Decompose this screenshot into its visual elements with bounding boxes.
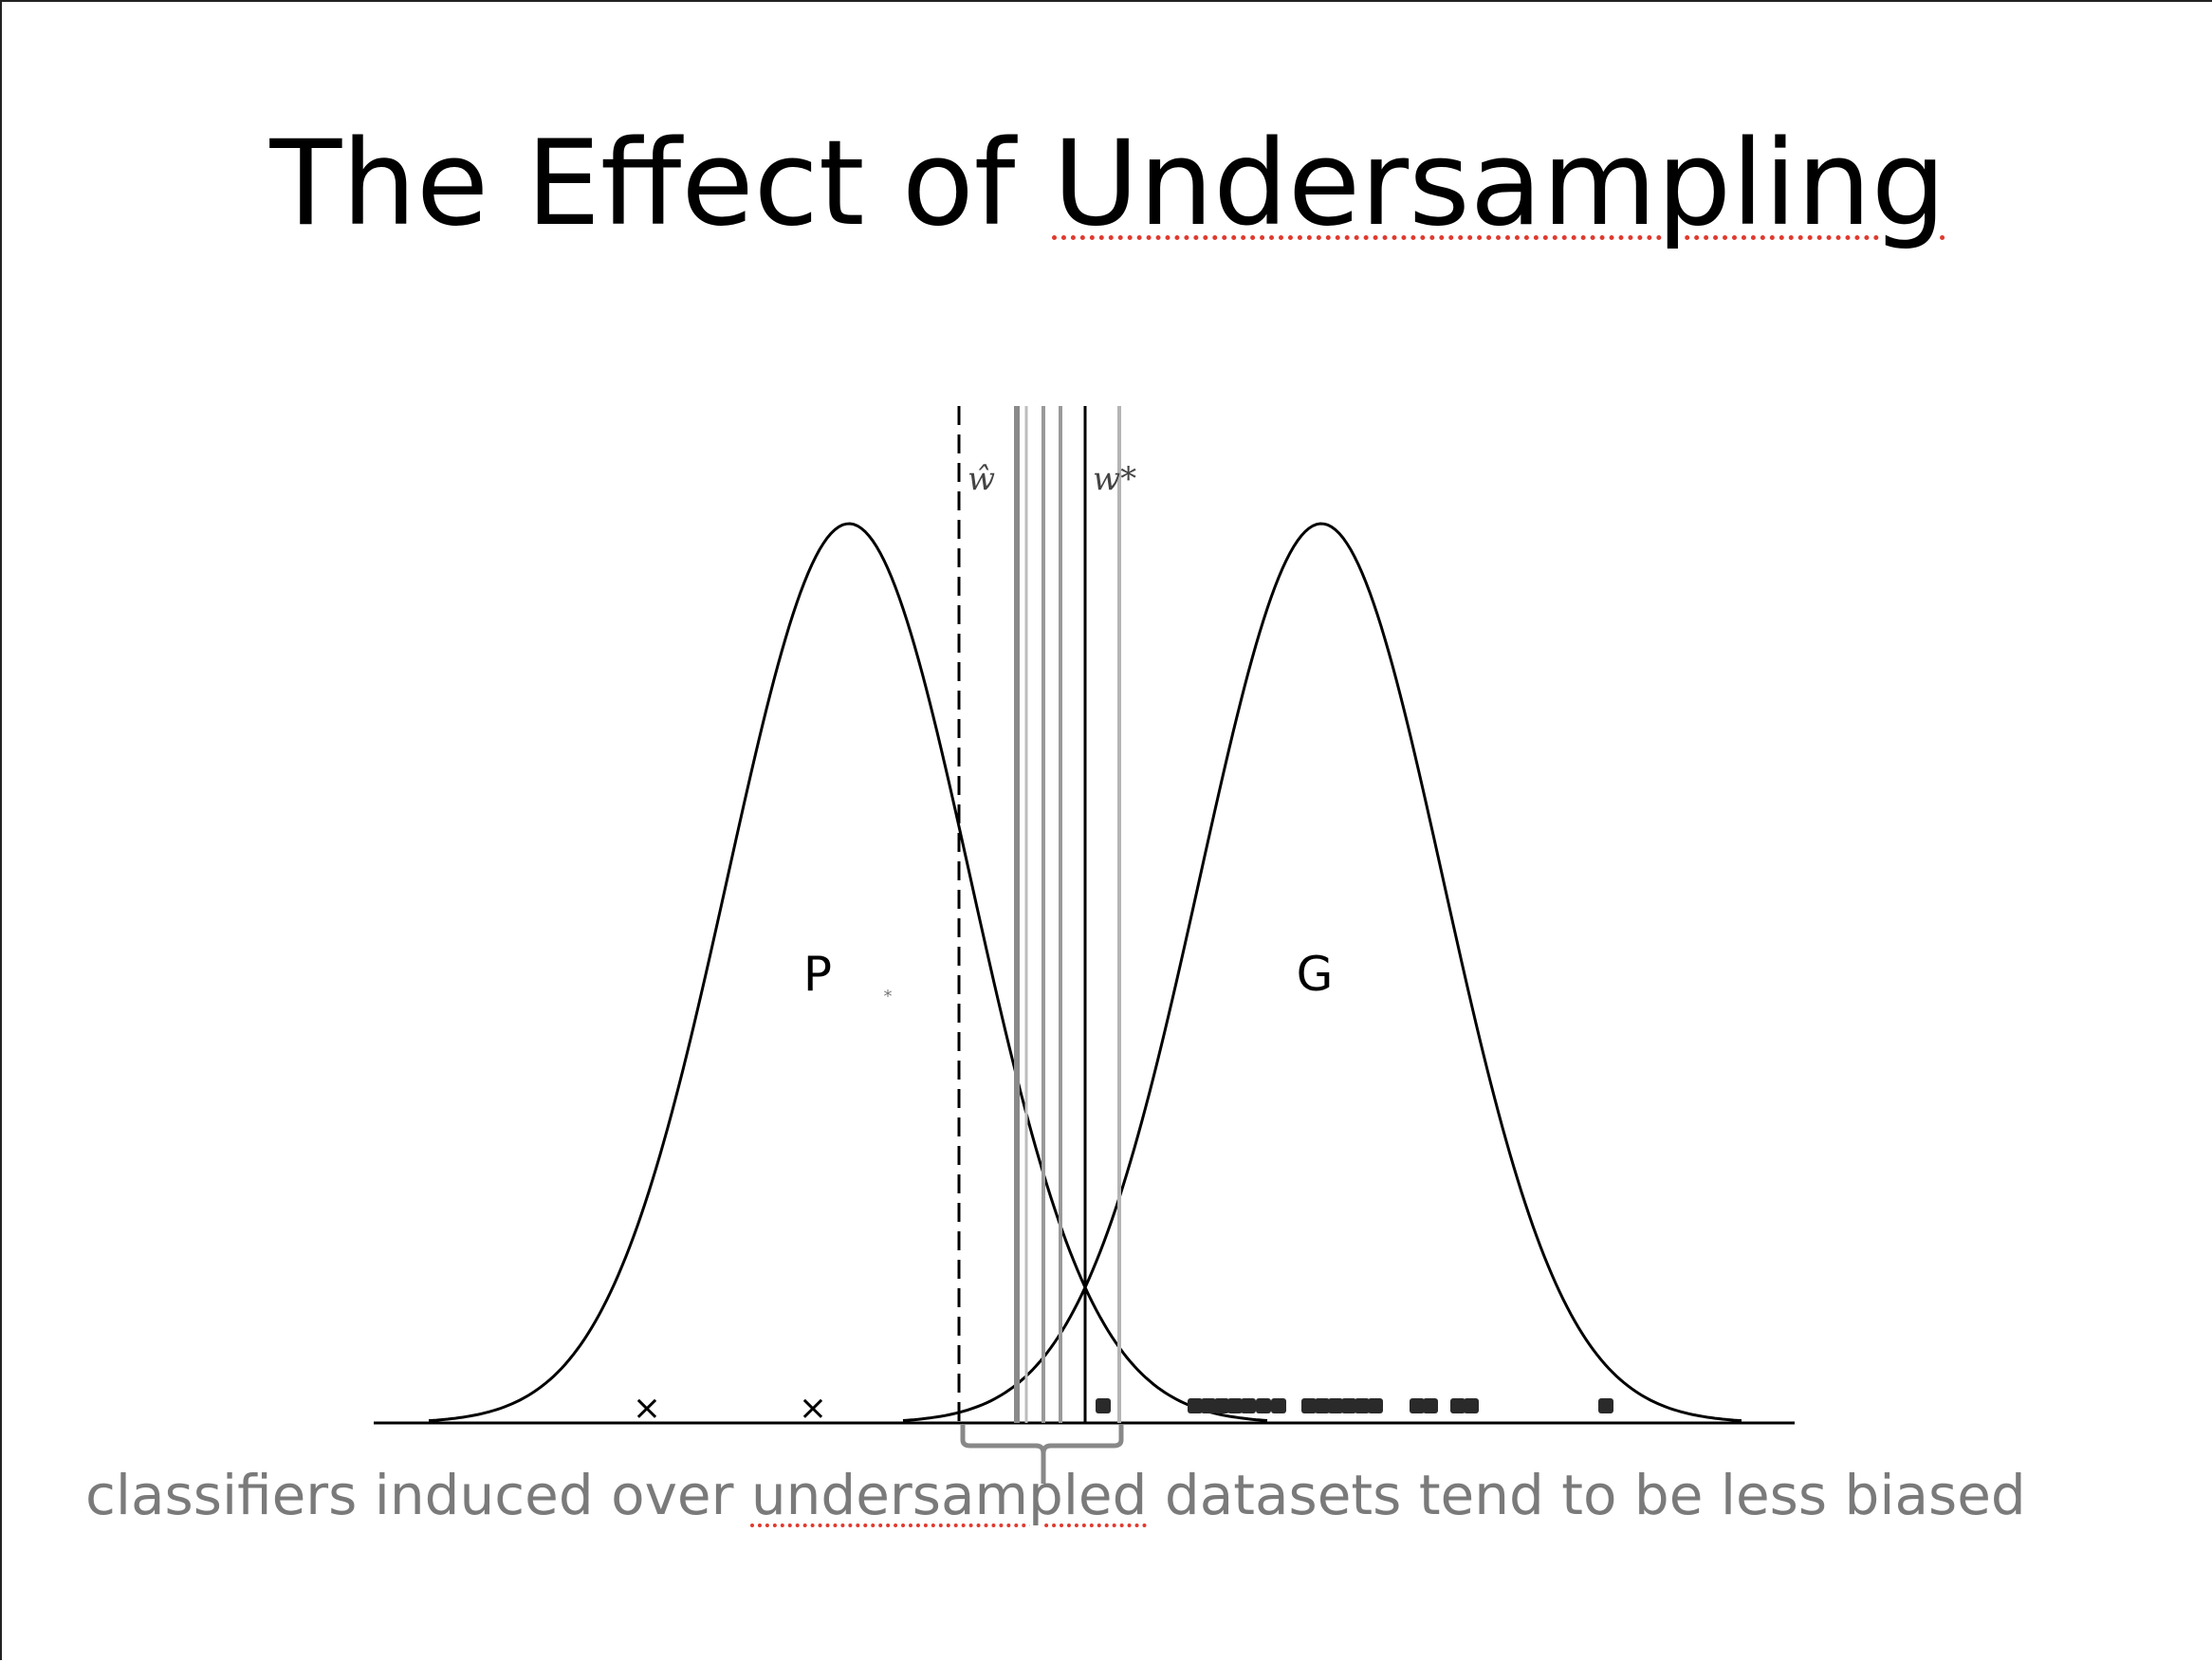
majority-sample-square xyxy=(1241,1398,1256,1413)
title-text-start: The Effect of xyxy=(269,116,1053,252)
majority-sample-square xyxy=(1328,1398,1343,1413)
left-gaussian-curve xyxy=(428,522,1268,1423)
majority-sample-square xyxy=(1355,1398,1370,1413)
majority-sample-square xyxy=(1341,1398,1356,1413)
asterisk-mark: * xyxy=(884,987,893,1006)
title-misspelled-word: Undersampling xyxy=(1052,116,1946,252)
boundary-range-brace xyxy=(960,1425,1124,1484)
majority-sample-square xyxy=(1301,1398,1317,1413)
majority-sample-square xyxy=(1410,1398,1425,1413)
w-star-label: w* xyxy=(1093,460,1136,498)
caption-text-end: datasets tend to be less biased xyxy=(1147,1463,2026,1527)
majority-sample-square xyxy=(1315,1398,1330,1413)
undersampled-boundary-lines xyxy=(1014,406,1121,1423)
majority-sample-square xyxy=(1464,1398,1479,1413)
w-hat-label: ŵ xyxy=(968,460,995,498)
minority-sample-marker: × xyxy=(799,1389,827,1428)
slide-caption: classifiers induced over undersampled da… xyxy=(85,1463,2026,1527)
majority-sample-square xyxy=(1368,1398,1383,1413)
majority-sample-square xyxy=(1423,1398,1438,1413)
majority-sample-square xyxy=(1271,1398,1286,1413)
class-g-label: G xyxy=(1297,947,1334,1002)
majority-sample-square xyxy=(1188,1398,1203,1413)
caption-misspelled-word: undersampled xyxy=(750,1463,1148,1527)
majority-sample-square xyxy=(1256,1398,1271,1413)
slide-title: The Effect of Undersampling xyxy=(2,125,2212,243)
majority-samples xyxy=(1096,1398,1613,1413)
majority-sample-square xyxy=(1598,1398,1613,1413)
majority-sample-square xyxy=(1201,1398,1216,1413)
caption-text-start: classifiers induced over xyxy=(85,1463,751,1527)
minority-sample-marker: × xyxy=(633,1389,661,1428)
class-p-label: P xyxy=(803,947,832,1002)
majority-sample-square xyxy=(1096,1398,1111,1413)
majority-sample-square xyxy=(1214,1398,1229,1413)
majority-sample-square xyxy=(1227,1398,1243,1413)
majority-sample-square xyxy=(1450,1398,1465,1413)
